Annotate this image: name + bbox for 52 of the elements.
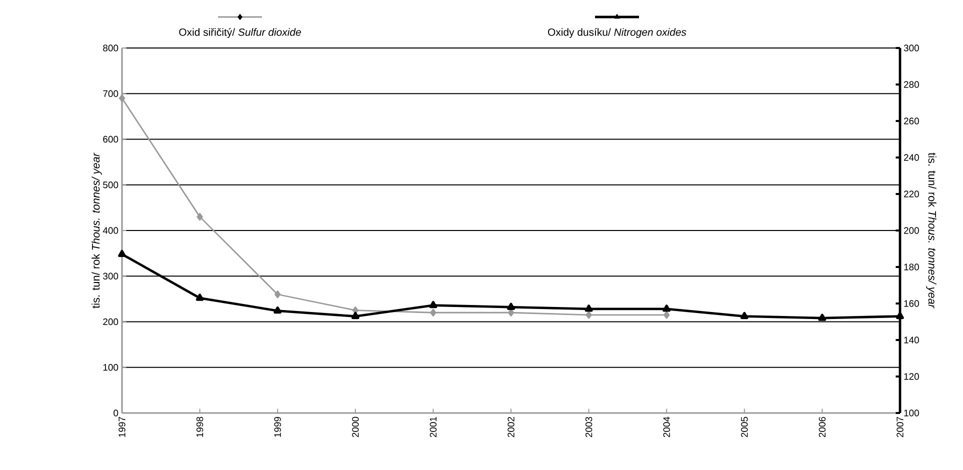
- y2-tick-label: 240: [904, 154, 919, 161]
- y2-tick-label: 200: [904, 227, 919, 234]
- y-tick-label: 800: [103, 44, 118, 52]
- x-tick-label: 1999: [274, 416, 281, 437]
- y2-tick-label: 140: [904, 336, 919, 344]
- point: [507, 302, 515, 310]
- point: [664, 311, 670, 319]
- legend-label: Oxidy dusíku/ Nitrogen oxides: [548, 28, 686, 38]
- y-tick-label: 400: [102, 227, 118, 234]
- point: [196, 294, 204, 301]
- x-tick-label: 1998: [196, 416, 204, 437]
- legend-label: Oxid siřičitý/ Sulfur dioxide: [179, 28, 301, 38]
- x-tick-label: 2000: [352, 416, 359, 438]
- y2-tick-label: 160: [904, 300, 919, 307]
- y-tick-label: 100: [103, 364, 118, 371]
- y2-tick-label: 180: [904, 264, 919, 270]
- x-tick-label: 2003: [585, 416, 592, 438]
- y2-tick-label: 260: [904, 118, 919, 124]
- point: [584, 304, 593, 312]
- point: [351, 312, 360, 320]
- point: [429, 300, 438, 308]
- y-tick-label: 0: [114, 410, 118, 416]
- point: [740, 312, 748, 320]
- point: [118, 94, 126, 102]
- point: [818, 314, 826, 321]
- y2-tick-label: 280: [904, 81, 919, 88]
- x-tick-label: 2006: [818, 416, 826, 438]
- y-tick-label: 300: [103, 272, 118, 280]
- y2-tick-label: 100: [904, 410, 919, 416]
- point: [896, 312, 904, 320]
- y-tick-label: 600: [103, 136, 118, 143]
- x-tick-label: 2001: [430, 416, 437, 438]
- point: [274, 290, 281, 298]
- y-axis-title: tis. tun/ rok Thous. tonnes/ year: [92, 152, 102, 308]
- point: [586, 311, 592, 319]
- y2-tick-label: 120: [904, 373, 919, 380]
- y-tick-label: 700: [103, 90, 118, 97]
- point: [196, 212, 203, 221]
- point: [274, 306, 282, 314]
- point: [118, 250, 126, 258]
- x-tick-label: 1997: [118, 416, 126, 437]
- x-tick-label: 2007: [896, 416, 904, 438]
- x-tick-label: 2002: [508, 416, 514, 438]
- point: [662, 304, 671, 312]
- x-tick-label: 2004: [663, 416, 670, 438]
- y-tick-label: 200: [103, 318, 118, 326]
- x-tick-label: 2005: [741, 416, 748, 438]
- y2-tick-label: 220: [904, 190, 919, 198]
- y2-axis-title: tis. tun/ rok Thous. tonnes/ year: [926, 152, 936, 308]
- y2-tick-label: 300: [904, 44, 919, 52]
- point: [430, 308, 436, 317]
- y-tick-label: 500: [103, 182, 118, 188]
